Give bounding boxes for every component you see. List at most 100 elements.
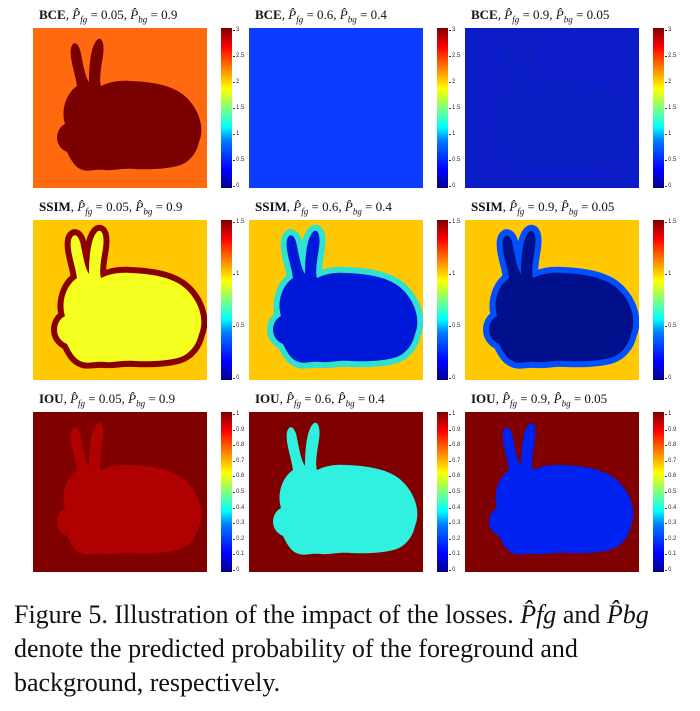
panel-title-ssim-3: SSIM, P̂fg = 0.9, P̂bg = 0.05 bbox=[471, 199, 615, 217]
caption-symbol-bg: P̂bg bbox=[606, 600, 649, 629]
colorbar-tick-label: 1 bbox=[448, 131, 456, 137]
colorbar-tick-label: 0.4 bbox=[664, 504, 677, 511]
colorbar-tick-label: 2.5 bbox=[664, 53, 677, 59]
rabbit-foreground bbox=[273, 38, 418, 171]
colorbar-tick-label: 0.5 bbox=[664, 323, 677, 329]
panel-title-pfg-value: = 0.9, bbox=[524, 199, 561, 214]
colorbar-ssim-1 bbox=[221, 220, 232, 380]
colorbar-tick-label: 0.7 bbox=[232, 457, 245, 464]
panel-title-pbg-value: = 0.9 bbox=[152, 199, 183, 214]
colorbar-tick-label: 0.5 bbox=[664, 489, 677, 495]
colorbar-tick-label: 0.1 bbox=[664, 551, 677, 558]
colorbar-iou-2 bbox=[437, 412, 448, 572]
colorbar-tick-label: 0.3 bbox=[664, 520, 677, 527]
panel-title-pbg-value: = 0.4 bbox=[356, 7, 387, 22]
colorbar-ssim-2 bbox=[437, 220, 448, 380]
panel-title-bce-3: BCE, P̂fg = 0.9, P̂bg = 0.05 bbox=[471, 7, 610, 25]
panel-title-loss: IOU bbox=[471, 391, 496, 406]
panel-title-loss: SSIM bbox=[255, 199, 287, 214]
colorbar-ssim-3 bbox=[653, 220, 664, 380]
colorbar-tick-label: 3 bbox=[232, 27, 240, 33]
panel-title-pfg-value: = 0.6, bbox=[301, 391, 338, 406]
colorbar-tick-label: 0.8 bbox=[448, 442, 461, 449]
rabbit-foreground bbox=[57, 230, 202, 363]
caption-label: Figure 5. bbox=[14, 600, 108, 629]
panel-title-loss: BCE bbox=[471, 7, 498, 22]
colorbar-bce-2 bbox=[437, 28, 448, 188]
panel-title-loss: SSIM bbox=[471, 199, 503, 214]
panel-title-loss: BCE bbox=[255, 7, 282, 22]
colorbar-tick-label: 1.5 bbox=[448, 219, 461, 225]
heatmap-panel-bce-1 bbox=[33, 28, 207, 188]
panel-title-ssim-1: SSIM, P̂fg = 0.05, P̂bg = 0.9 bbox=[39, 199, 183, 217]
colorbar-tick-label: 1 bbox=[448, 271, 456, 277]
heatmap-panel-ssim-3 bbox=[465, 220, 639, 380]
colorbar-tick-label: 0.8 bbox=[664, 442, 677, 449]
panel-title-iou-1: IOU, P̂fg = 0.05, P̂bg = 0.9 bbox=[39, 391, 176, 409]
colorbar-tick-label: 1.5 bbox=[664, 219, 677, 225]
colorbar-tick-label: 0.2 bbox=[448, 535, 461, 542]
colorbar-tick-label: 0 bbox=[232, 183, 240, 189]
panel-title-pbg-value: = 0.05 bbox=[577, 199, 615, 214]
panel-title-loss: SSIM bbox=[39, 199, 71, 214]
panel-title-pbg-value: = 0.9 bbox=[145, 391, 176, 406]
colorbar-tick-label: 1.5 bbox=[232, 219, 245, 225]
colorbar-tick-label: 1 bbox=[232, 131, 240, 137]
colorbar-tick-label: 2 bbox=[232, 79, 240, 85]
colorbar-tick-label: 0.5 bbox=[232, 489, 245, 495]
colorbar-tick-label: 0.3 bbox=[448, 520, 461, 527]
colorbar-tick-label: 0.4 bbox=[232, 504, 245, 511]
panel-title-pbg-value: = 0.05 bbox=[572, 7, 610, 22]
panel-title-pfg-value: = 0.9, bbox=[519, 7, 556, 22]
panel-title-pfg-value: = 0.6, bbox=[308, 199, 345, 214]
colorbar-bce-1 bbox=[221, 28, 232, 188]
rabbit-foreground bbox=[489, 422, 634, 555]
colorbar-tick-label: 2 bbox=[664, 79, 672, 85]
panel-title-ssim-2: SSIM, P̂fg = 0.6, P̂bg = 0.4 bbox=[255, 199, 392, 217]
colorbar-tick-label: 1 bbox=[448, 411, 456, 417]
caption-text-3: denote the predicted probability of the … bbox=[14, 634, 578, 697]
figure-grid: BCE, P̂fg = 0.05, P̂bg = 0.9 3 2.5 2 1.5 1 0.5… bbox=[33, 7, 677, 573]
colorbar-tick-label: 2.5 bbox=[232, 53, 245, 59]
colorbar-tick-label: 0 bbox=[664, 375, 672, 381]
colorbar-tick-label: 0.2 bbox=[664, 535, 677, 542]
colorbar-tick-label: 1 bbox=[232, 411, 240, 417]
colorbar-tick-label: 0.6 bbox=[448, 473, 461, 480]
colorbar-tick-label: 0.7 bbox=[664, 457, 677, 464]
panel-title-pfg-value: = 0.05, bbox=[87, 7, 131, 22]
colorbar-tick-label: 0.6 bbox=[664, 473, 677, 480]
panel-title-pbg-value: = 0.9 bbox=[147, 7, 178, 22]
colorbar-tick-label: 1 bbox=[664, 131, 672, 137]
panel-title-loss: IOU bbox=[255, 391, 280, 406]
heatmap-panel-bce-2 bbox=[249, 28, 423, 188]
colorbar-tick-label: 1 bbox=[232, 271, 240, 277]
figure-caption: Figure 5. Illustration of the impact of … bbox=[14, 598, 694, 700]
colorbar-tick-label: 0.9 bbox=[664, 426, 677, 433]
colorbar-tick-label: 3 bbox=[448, 27, 456, 33]
panel-title-bce-2: BCE, P̂fg = 0.6, P̂bg = 0.4 bbox=[255, 7, 387, 25]
heatmap-panel-ssim-1 bbox=[33, 220, 207, 380]
colorbar-tick-label: 0.5 bbox=[232, 323, 245, 329]
heatmap-panel-ssim-2 bbox=[249, 220, 423, 380]
panel-title-pbg-value: = 0.4 bbox=[361, 199, 392, 214]
colorbar-tick-label: 0 bbox=[664, 567, 672, 573]
rabbit-foreground bbox=[57, 422, 202, 555]
panel-title-pfg-value: = 0.6, bbox=[303, 7, 340, 22]
colorbar-tick-label: 1.5 bbox=[448, 105, 461, 111]
panel-title-pfg-value: = 0.05, bbox=[92, 199, 136, 214]
rabbit-foreground bbox=[57, 38, 202, 171]
panel-title-pbg-value: = 0.4 bbox=[354, 391, 385, 406]
rabbit-foreground bbox=[273, 230, 418, 363]
colorbar-tick-label: 0.5 bbox=[664, 157, 677, 163]
colorbar-bce-3 bbox=[653, 28, 664, 188]
colorbar-tick-label: 0.4 bbox=[448, 504, 461, 511]
heatmap-panel-bce-3 bbox=[465, 28, 639, 188]
heatmap-panel-iou-1 bbox=[33, 412, 207, 572]
colorbar-tick-label: 0 bbox=[664, 183, 672, 189]
colorbar-tick-label: 0.7 bbox=[448, 457, 461, 464]
colorbar-iou-1 bbox=[221, 412, 232, 572]
caption-symbol-fg: P̂fg bbox=[520, 600, 557, 629]
heatmap-panel-iou-2 bbox=[249, 412, 423, 572]
colorbar-tick-label: 0.1 bbox=[448, 551, 461, 558]
caption-text-1: Illustration of the impact of the losses… bbox=[107, 600, 521, 629]
